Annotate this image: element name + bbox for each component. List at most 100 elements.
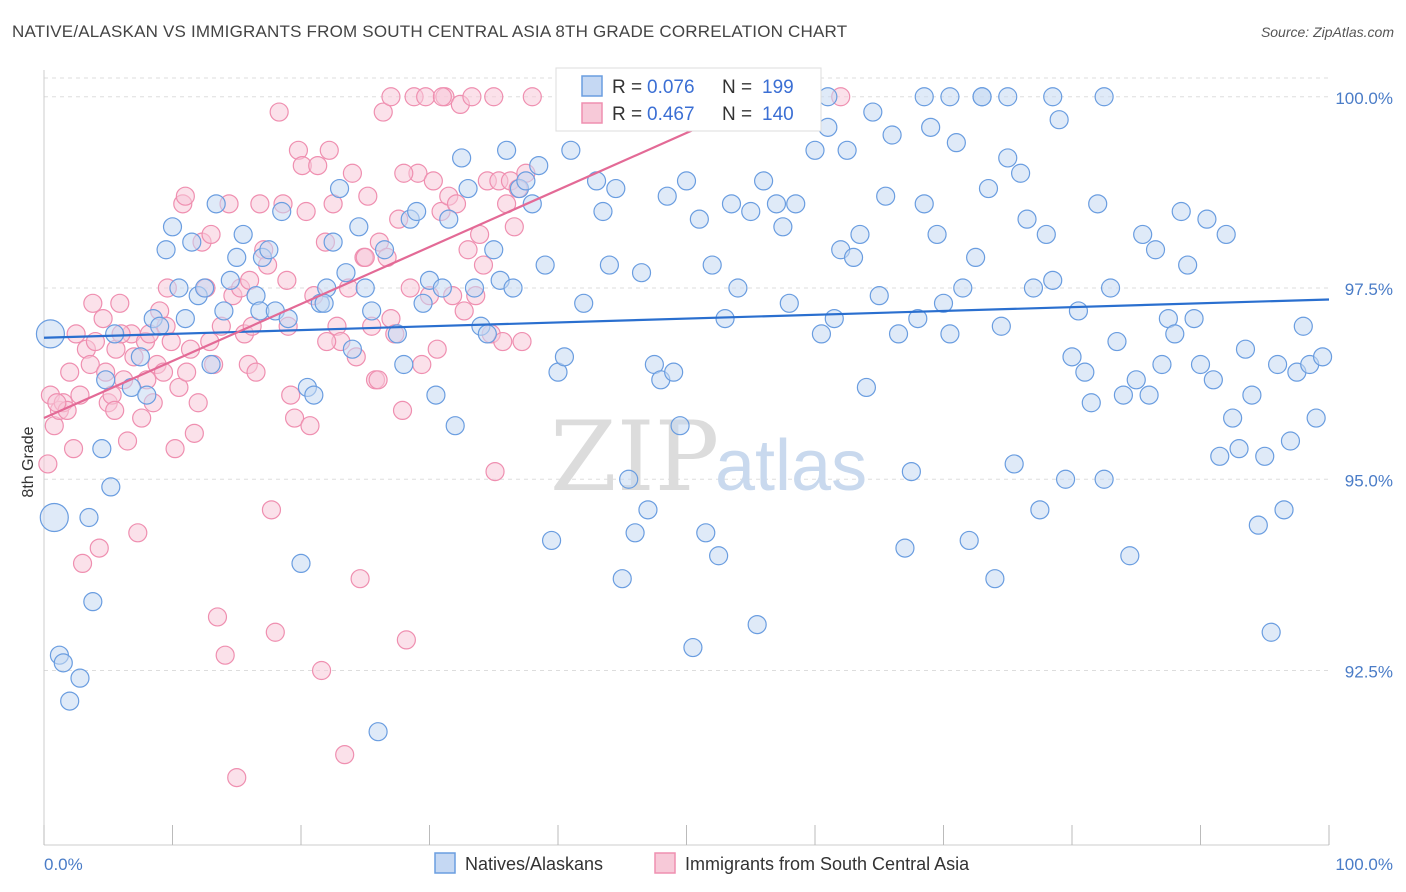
natives-point xyxy=(169,278,189,298)
immigrants-point xyxy=(60,362,80,382)
x-tick-label: 0.0% xyxy=(44,855,83,874)
natives-point xyxy=(458,178,478,199)
y-tick-label: 95.0% xyxy=(1345,471,1393,490)
natives-point xyxy=(1267,354,1288,375)
natives-point xyxy=(901,462,921,482)
natives-point xyxy=(914,194,934,214)
natives-point xyxy=(1075,362,1095,382)
natives-point xyxy=(619,469,639,489)
natives-point xyxy=(709,546,729,566)
legend-natives: Natives/Alaskans xyxy=(465,854,603,874)
natives-point xyxy=(574,293,594,313)
natives-point xyxy=(535,255,555,275)
natives-point xyxy=(175,309,195,329)
immigrants-point xyxy=(396,630,416,650)
natives-point xyxy=(1165,324,1185,344)
natives-point xyxy=(1023,278,1044,298)
legend-swatch-immigrants xyxy=(654,852,676,874)
natives-point xyxy=(1133,224,1153,245)
legend-n-label: N = xyxy=(722,104,752,125)
natives-point xyxy=(940,87,960,107)
immigrants-point xyxy=(215,645,235,665)
natives-point xyxy=(1293,316,1313,336)
natives-point xyxy=(355,278,375,298)
natives-point xyxy=(206,194,226,214)
legend-swatch-pink xyxy=(581,102,603,124)
natives-point xyxy=(657,186,677,206)
trend-lines xyxy=(43,103,1330,420)
natives-point xyxy=(683,637,703,658)
natives-point xyxy=(1081,393,1101,413)
natives-point xyxy=(1229,439,1249,459)
immigrants-point xyxy=(308,156,328,176)
natives-point xyxy=(702,255,722,275)
natives-point xyxy=(233,224,253,245)
source-credit: Source: ZipAtlas.com xyxy=(1260,24,1394,40)
natives-point xyxy=(850,224,870,245)
natives-point xyxy=(1197,209,1217,229)
immigrants-point xyxy=(165,439,185,459)
natives-point xyxy=(895,538,915,558)
immigrants-point xyxy=(342,163,362,183)
natives-point xyxy=(786,194,806,214)
immigrants-point xyxy=(184,423,204,443)
natives-point xyxy=(940,324,960,344)
natives-point xyxy=(1120,546,1140,566)
natives-point xyxy=(1203,370,1223,390)
immigrants-point xyxy=(188,393,208,413)
natives-point xyxy=(39,502,69,533)
natives-point xyxy=(921,117,941,137)
natives-point xyxy=(741,201,761,222)
immigrants-point xyxy=(381,87,401,107)
natives-point xyxy=(927,224,947,245)
immigrants-point xyxy=(355,247,375,267)
series-legend: Natives/Alaskans Immigrants from South C… xyxy=(434,852,970,874)
natives-point xyxy=(201,354,221,375)
natives-point xyxy=(1107,331,1127,352)
natives-point xyxy=(1171,201,1191,222)
watermark: ZIP atlas xyxy=(550,401,867,513)
natives-point xyxy=(484,240,504,260)
natives-point xyxy=(978,178,999,199)
immigrants-trend-line xyxy=(43,103,752,420)
immigrants-point xyxy=(319,140,339,160)
natives-point xyxy=(612,569,632,589)
natives-point xyxy=(1043,87,1063,107)
natives-point xyxy=(914,87,934,107)
natives-point xyxy=(766,194,787,214)
y-tick-labels: 92.5% 95.0% 97.5% 100.0% xyxy=(1335,89,1393,682)
immigrants-point xyxy=(265,622,285,642)
natives-point xyxy=(625,523,645,543)
immigrants-point xyxy=(484,87,504,107)
natives-point xyxy=(1152,354,1172,375)
watermark-zip: ZIP xyxy=(550,401,719,513)
natives-point xyxy=(452,148,472,168)
legend-swatch-blue xyxy=(581,75,603,97)
natives-point xyxy=(1113,385,1134,405)
natives-point xyxy=(1030,500,1050,520)
natives-point xyxy=(1049,110,1069,130)
natives-point xyxy=(79,507,99,528)
y-tick-label: 100.0% xyxy=(1335,89,1393,108)
natives-point xyxy=(227,247,247,267)
immigrants-point xyxy=(250,194,270,214)
immigrants-point xyxy=(493,331,513,352)
natives-point xyxy=(818,87,838,107)
natives-point xyxy=(413,293,433,313)
chart-title: NATIVE/ALASKAN VS IMMIGRANTS FROM SOUTH … xyxy=(12,22,848,41)
legend-swatch-natives xyxy=(434,852,456,874)
natives-point xyxy=(664,362,684,382)
natives-point xyxy=(529,156,549,176)
natives-point xyxy=(888,324,909,344)
natives-point xyxy=(933,293,954,313)
natives-point xyxy=(1010,163,1031,183)
natives-point xyxy=(130,347,150,367)
natives-point xyxy=(837,140,857,160)
immigrants-point xyxy=(412,354,432,375)
natives-point xyxy=(1068,301,1089,321)
natives-point xyxy=(439,209,459,229)
immigrants-point xyxy=(368,370,388,390)
immigrants-point xyxy=(427,339,447,359)
natives-point xyxy=(220,270,240,290)
immigrants-point xyxy=(284,408,305,428)
